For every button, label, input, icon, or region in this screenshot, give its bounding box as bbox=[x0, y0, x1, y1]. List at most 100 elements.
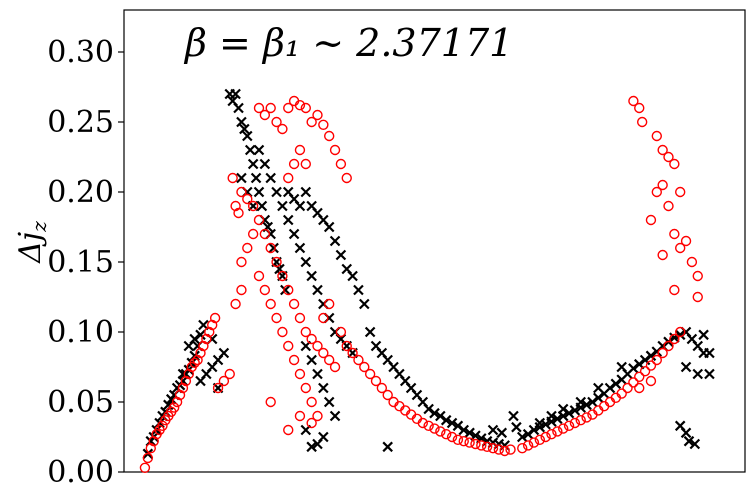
cross-marker bbox=[593, 392, 604, 404]
circle-marker bbox=[157, 420, 168, 431]
circle-marker bbox=[177, 382, 189, 394]
cross-marker bbox=[253, 186, 265, 198]
circle-marker bbox=[481, 441, 493, 452]
y-tick-label: 0.15 bbox=[47, 245, 114, 280]
circle-marker bbox=[236, 256, 247, 268]
cross-marker bbox=[329, 235, 341, 247]
circle-marker bbox=[233, 207, 244, 219]
circle-marker bbox=[283, 284, 294, 296]
y-axis-label: Δjz bbox=[13, 221, 51, 264]
cross-marker bbox=[253, 144, 265, 156]
circle-marker bbox=[636, 116, 648, 128]
circle-marker bbox=[204, 326, 215, 338]
circle-marker bbox=[294, 312, 306, 324]
circle-marker bbox=[312, 340, 323, 352]
circle-marker bbox=[651, 354, 662, 366]
cross-marker bbox=[487, 424, 499, 436]
circle-marker bbox=[534, 434, 545, 445]
cross-marker bbox=[306, 354, 317, 366]
circle-marker bbox=[634, 382, 645, 394]
cross-marker bbox=[312, 284, 323, 296]
cross-marker bbox=[189, 333, 200, 345]
circle-marker bbox=[581, 412, 592, 423]
cross-marker bbox=[265, 172, 276, 184]
circle-marker bbox=[189, 357, 200, 368]
circle-marker bbox=[271, 312, 282, 324]
circle-marker bbox=[663, 340, 674, 352]
cross-marker bbox=[329, 410, 341, 422]
cross-marker bbox=[516, 431, 528, 443]
circle-marker bbox=[183, 368, 195, 380]
cross-marker bbox=[250, 172, 262, 184]
circle-marker bbox=[253, 214, 265, 226]
circle-marker bbox=[195, 347, 206, 359]
cross-marker bbox=[440, 414, 452, 426]
cross-marker bbox=[534, 417, 546, 429]
circle-marker bbox=[142, 452, 154, 464]
cross-marker bbox=[639, 354, 651, 366]
circle-marker bbox=[329, 144, 341, 156]
cross-marker bbox=[242, 130, 253, 142]
circle-marker bbox=[294, 99, 306, 111]
circle-marker bbox=[288, 298, 300, 310]
cross-marker bbox=[364, 326, 376, 338]
cross-marker bbox=[195, 329, 206, 341]
circle-marker bbox=[259, 284, 271, 296]
circle-marker bbox=[253, 270, 265, 282]
circle-marker bbox=[522, 440, 534, 451]
circle-marker bbox=[657, 144, 668, 156]
circle-marker bbox=[347, 347, 358, 359]
circle-marker bbox=[306, 116, 317, 128]
circle-marker bbox=[318, 347, 329, 359]
circle-marker bbox=[446, 431, 458, 443]
circle-marker bbox=[569, 417, 581, 429]
circle-marker bbox=[563, 420, 575, 431]
circle-marker bbox=[145, 443, 156, 454]
circle-marker bbox=[324, 298, 335, 310]
cross-marker bbox=[508, 410, 519, 422]
y-tick-label: 0.00 bbox=[47, 455, 114, 490]
circle-marker bbox=[148, 436, 159, 447]
cross-marker bbox=[557, 403, 569, 415]
circle-marker bbox=[329, 361, 341, 373]
circle-marker bbox=[657, 347, 668, 359]
circle-marker bbox=[265, 396, 276, 408]
circle-marker bbox=[277, 270, 288, 282]
cross-marker bbox=[435, 410, 446, 422]
circle-marker bbox=[546, 429, 557, 440]
circle-marker bbox=[628, 95, 639, 107]
circle-marker bbox=[376, 382, 388, 394]
circle-marker bbox=[300, 382, 311, 394]
circle-marker bbox=[209, 312, 221, 324]
cross-marker bbox=[239, 123, 250, 135]
circle-marker bbox=[242, 242, 253, 254]
cross-marker bbox=[256, 200, 268, 212]
cross-marker bbox=[347, 270, 358, 282]
cross-marker bbox=[689, 438, 701, 450]
cross-marker bbox=[218, 347, 230, 359]
cross-marker bbox=[680, 427, 692, 439]
cross-marker bbox=[259, 158, 271, 170]
circle-marker bbox=[692, 270, 703, 282]
cross-marker bbox=[446, 417, 458, 429]
circle-marker bbox=[294, 368, 306, 380]
circle-marker bbox=[470, 438, 481, 450]
circle-marker bbox=[300, 326, 311, 338]
circle-marker bbox=[663, 151, 674, 163]
circle-marker bbox=[669, 158, 680, 170]
circle-marker bbox=[277, 123, 288, 135]
circle-marker bbox=[180, 375, 192, 387]
cross-marker bbox=[306, 270, 317, 282]
circle-marker bbox=[669, 333, 680, 345]
cross-marker bbox=[236, 172, 247, 184]
cross-marker bbox=[546, 410, 557, 422]
circle-marker bbox=[499, 445, 510, 457]
circle-marker bbox=[212, 382, 224, 394]
cross-marker bbox=[306, 441, 317, 453]
circle-marker bbox=[230, 298, 241, 310]
cross-marker bbox=[692, 368, 704, 380]
circle-marker bbox=[645, 360, 657, 371]
cross-marker bbox=[575, 396, 587, 408]
circle-marker bbox=[236, 186, 247, 198]
cross-marker bbox=[323, 396, 335, 408]
